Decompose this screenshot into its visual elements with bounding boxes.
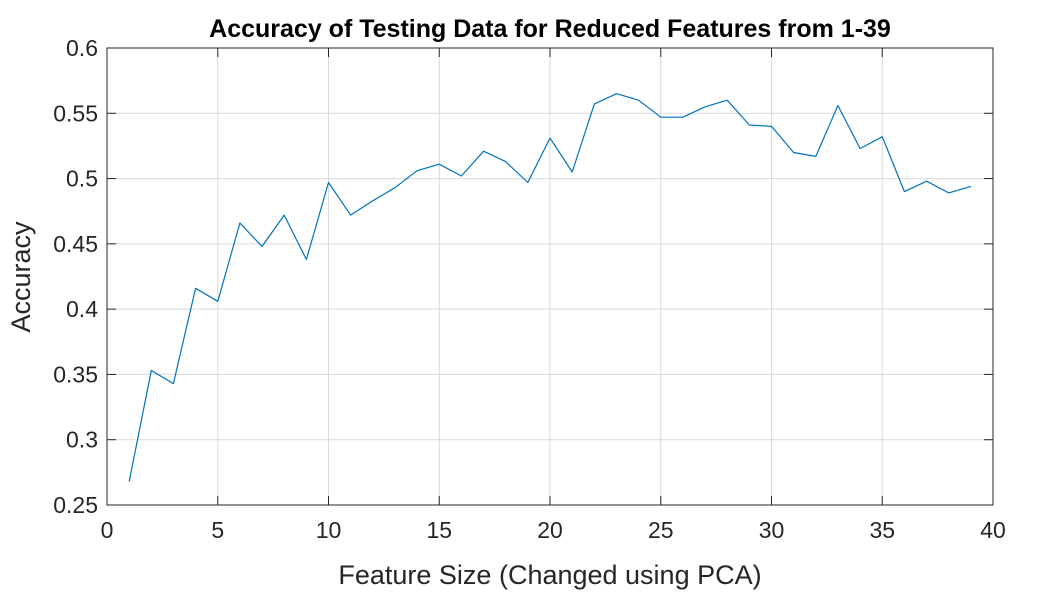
y-tick-label: 0.5 — [66, 166, 98, 192]
y-tick-label: 0.3 — [66, 427, 98, 453]
y-axis-label: Accuracy — [6, 221, 36, 333]
y-tick-label: 0.25 — [53, 492, 98, 518]
y-tick-label: 0.6 — [66, 35, 98, 61]
x-tick-label: 30 — [759, 517, 785, 543]
y-tick-label: 0.35 — [53, 361, 98, 387]
x-tick-label: 25 — [648, 517, 674, 543]
accuracy-series-line — [128, 93, 972, 482]
x-tick-label: 35 — [869, 517, 895, 543]
x-tick-label: 0 — [101, 517, 114, 543]
x-tick-label: 15 — [426, 517, 452, 543]
series-layer — [128, 93, 972, 482]
x-axis-label: Feature Size (Changed using PCA) — [338, 560, 761, 590]
x-tick-label: 40 — [980, 517, 1006, 543]
y-tick-label: 0.45 — [53, 231, 98, 257]
y-tick-label: 0.4 — [66, 296, 98, 322]
chart-title: Accuracy of Testing Data for Reduced Fea… — [209, 15, 891, 43]
x-tick-labels: 0 5 10 15 20 25 30 35 40 — [101, 517, 1006, 543]
y-tick-label: 0.55 — [53, 100, 98, 126]
x-tick-label: 20 — [537, 517, 563, 543]
y-tick-labels: 0.25 0.3 0.35 0.4 0.45 0.5 0.55 0.6 — [53, 35, 98, 518]
axis-ticks — [106, 47, 994, 506]
x-tick-label: 5 — [211, 517, 224, 543]
x-tick-label: 10 — [316, 517, 342, 543]
